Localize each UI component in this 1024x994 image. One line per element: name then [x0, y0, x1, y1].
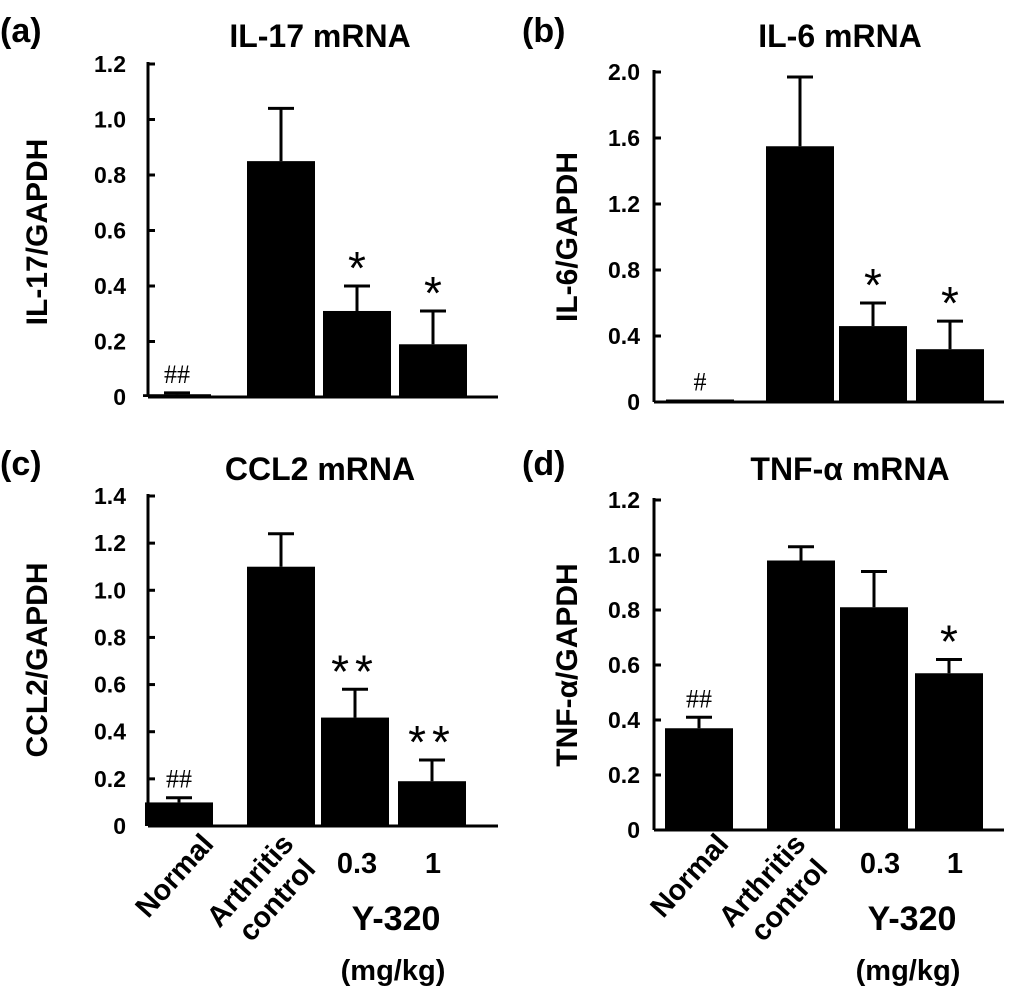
bar	[398, 781, 466, 826]
y-tick-label: 1.6	[608, 125, 640, 151]
y-tick-label: 1.0	[94, 107, 126, 133]
significance-marker: ##	[164, 360, 190, 389]
x-label-unit: (mg/kg)	[856, 955, 961, 987]
x-labels-right: Normal Arthritis control 0.3 1 Y-320 (mg…	[645, 828, 964, 987]
bar	[666, 399, 734, 402]
significance-marker: *	[864, 259, 882, 311]
y-axis-label: CCL2/GAPDH	[21, 562, 54, 757]
y-tick-label: 0.6	[94, 218, 126, 244]
bar	[767, 560, 835, 830]
panel-letter: (b)	[522, 12, 565, 50]
bar	[915, 673, 983, 830]
chart-title: IL-6 mRNA	[758, 18, 922, 54]
significance-marker: *	[941, 277, 959, 329]
bar	[840, 607, 908, 830]
y-tick-label: 0	[627, 817, 640, 843]
bar	[247, 161, 315, 397]
y-tick-label: 0.4	[608, 707, 640, 733]
x-label-unit: (mg/kg)	[341, 955, 446, 987]
y-tick-label: 0.6	[608, 652, 640, 678]
y-tick-label: 0.8	[94, 162, 126, 188]
y-axis-label: TNF-α/GAPDH	[551, 563, 584, 766]
x-label-dose-low: 0.3	[337, 848, 377, 880]
y-tick-label: 1.2	[608, 191, 640, 217]
y-tick-label: 1.0	[94, 577, 126, 603]
y-tick-label: 0.8	[608, 597, 640, 623]
x-label-dose-high: 1	[425, 848, 441, 880]
x-labels-left: Normal Arthritis control 0.3 1 Y-320 (mg…	[130, 828, 446, 987]
y-tick-label: 0.2	[608, 762, 640, 788]
x-label-dose-high: 1	[947, 848, 963, 880]
y-tick-label: 0	[627, 389, 640, 415]
chart-title: TNF-α mRNA	[750, 451, 949, 487]
y-tick-label: 0	[113, 813, 126, 839]
bar	[247, 566, 315, 826]
x-label-drug: Y-320	[868, 900, 957, 938]
significance-marker: *	[424, 267, 442, 319]
significance-marker: *	[348, 242, 366, 294]
chart-panel-b: (b) IL-6 mRNA IL-6/GAPDH 0 0.4 0.8 1.2 1.6 2.0 # *…	[522, 12, 1004, 415]
chart-title: CCL2 mRNA	[225, 451, 415, 487]
significance-marker: **	[331, 645, 379, 697]
y-tick-label: 0.2	[94, 766, 126, 792]
y-tick-label: 0.2	[94, 329, 126, 355]
bar	[143, 394, 211, 397]
bar	[145, 802, 213, 826]
bar	[665, 728, 733, 830]
panel-letter: (d)	[522, 445, 565, 483]
panel-letter: (a)	[0, 12, 42, 50]
bar	[839, 326, 907, 402]
y-tick-label: 0.8	[94, 624, 126, 650]
y-axis-label: IL-17/GAPDH	[21, 139, 54, 326]
x-label-drug: Y-320	[352, 900, 441, 938]
bar	[766, 146, 834, 402]
bar	[321, 717, 389, 826]
chart-panel-c: (c) CCL2 mRNA CCL2/GAPDH 0 0.2 0.4 0.6 0.8 1.0 1.…	[0, 445, 498, 839]
y-tick-label: 1.0	[608, 542, 640, 568]
y-tick-label: 0.4	[608, 323, 640, 349]
y-tick-label: 0.4	[94, 273, 126, 299]
significance-marker: ##	[686, 684, 712, 713]
bar	[916, 349, 984, 402]
y-tick-label: 0.6	[94, 672, 126, 698]
y-tick-label: 0	[113, 384, 126, 410]
y-tick-label: 1.2	[94, 51, 126, 77]
y-tick-label: 1.2	[608, 487, 640, 513]
panel-letter: (c)	[0, 445, 42, 483]
y-tick-label: 0.8	[608, 257, 640, 283]
chart-title: IL-17 mRNA	[229, 18, 410, 54]
significance-marker: *	[940, 616, 958, 668]
y-tick-label: 0.4	[94, 719, 126, 745]
significance-marker: **	[408, 716, 456, 768]
significance-marker: #	[694, 367, 707, 396]
y-tick-label: 2.0	[608, 59, 640, 85]
bar	[323, 310, 391, 397]
x-label-dose-low: 0.3	[860, 848, 900, 880]
significance-marker: ##	[166, 765, 192, 794]
chart-panel-a: (a) IL-17 mRNA IL-17/GAPDH 0 0.2 0.4 0.6 0.8 1.0…	[0, 12, 498, 410]
chart-panel-d: (d) TNF-α mRNA TNF-α/GAPDH 0 0.2 0.4 0.6 0.8 1.0…	[522, 445, 1004, 843]
y-axis-label: IL-6/GAPDH	[551, 152, 584, 322]
y-tick-label: 1.2	[94, 530, 126, 556]
y-tick-label: 1.4	[94, 483, 126, 509]
bar	[399, 344, 467, 397]
